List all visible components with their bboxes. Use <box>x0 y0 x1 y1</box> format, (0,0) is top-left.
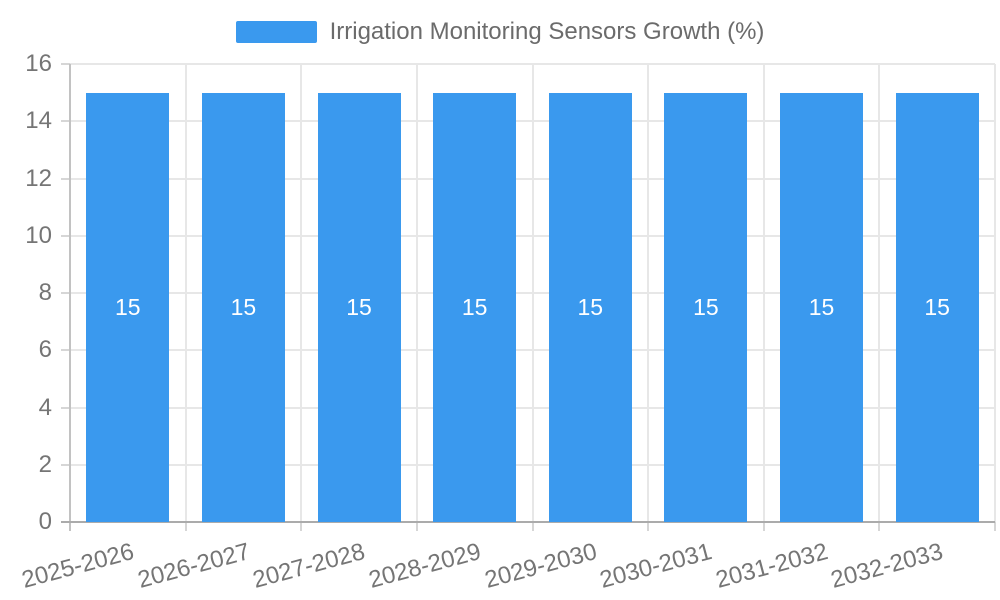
bar[interactable] <box>895 92 979 522</box>
x-gridline <box>300 64 303 522</box>
x-tick-label-text: 2031-2032 <box>712 538 831 594</box>
y-tick-mark <box>61 120 70 123</box>
y-tick-mark <box>61 63 70 65</box>
bar[interactable] <box>780 92 864 522</box>
x-gridline <box>762 64 765 522</box>
legend-label: Irrigation Monitoring Sensors Growth (%) <box>329 18 765 45</box>
y-tick-label: 2 <box>38 450 52 478</box>
y-tick-label: 10 <box>25 221 52 249</box>
bar-value-label: 15 <box>693 294 719 321</box>
x-tick-mark <box>415 522 418 531</box>
x-tick-label-text: 2032-2033 <box>828 538 947 594</box>
bar-value-label: 15 <box>461 294 488 321</box>
x-tick-mark <box>647 522 650 531</box>
x-gridline <box>647 64 650 522</box>
x-tick-label-text: 2029-2030 <box>481 538 600 594</box>
x-tick-mark <box>878 522 881 531</box>
y-tick-label: 8 <box>38 279 52 306</box>
bar[interactable] <box>201 92 285 522</box>
y-tick-label: 4 <box>38 393 52 421</box>
y-tick-mark <box>61 406 70 409</box>
x-gridline <box>878 64 881 522</box>
x-tick-label-text: 2025-2026 <box>18 538 137 594</box>
bar[interactable] <box>548 92 632 522</box>
bar-value-label: 15 <box>115 294 141 321</box>
x-tick-mark <box>184 522 187 531</box>
bar[interactable] <box>317 92 401 522</box>
x-tick-mark <box>994 522 996 531</box>
y-tick-mark <box>61 234 70 237</box>
x-gridline <box>184 64 187 522</box>
x-tick-mark <box>762 522 765 531</box>
bar-value-label: 15 <box>808 294 835 321</box>
y-tick-mark <box>61 349 70 352</box>
y-tick-label: 14 <box>25 107 52 135</box>
y-tick-label: 16 <box>25 50 52 77</box>
x-tick-mark <box>531 522 534 531</box>
bar[interactable] <box>664 92 748 522</box>
y-tick-mark <box>61 292 70 294</box>
bar[interactable] <box>433 92 517 522</box>
bar-value-label: 15 <box>346 294 372 321</box>
bar[interactable] <box>86 92 170 522</box>
y-tick-label: 12 <box>25 164 52 192</box>
chart-legend[interactable]: Irrigation Monitoring Sensors Growth (%) <box>0 19 1000 45</box>
bar-value-label: 15 <box>577 294 604 321</box>
x-gridline <box>415 64 418 522</box>
x-tick-label-text: 2028-2029 <box>365 538 484 594</box>
x-gridline <box>994 64 996 522</box>
x-tick-mark <box>300 522 303 531</box>
bar-value-label: 15 <box>230 294 257 321</box>
legend-swatch <box>235 21 317 43</box>
y-tick-mark <box>61 177 70 180</box>
y-axis-line <box>69 64 71 531</box>
x-axis-line <box>61 521 995 523</box>
y-tick-label: 6 <box>38 336 52 364</box>
x-gridline <box>531 64 534 522</box>
y-tick-label: 0 <box>38 508 52 535</box>
y-tick-mark <box>61 463 70 466</box>
x-tick-label-text: 2026-2027 <box>134 538 253 594</box>
x-tick-label-text: 2027-2028 <box>250 538 369 594</box>
x-tick-label-text: 2030-2031 <box>597 538 715 594</box>
bar-value-label: 15 <box>924 294 950 321</box>
